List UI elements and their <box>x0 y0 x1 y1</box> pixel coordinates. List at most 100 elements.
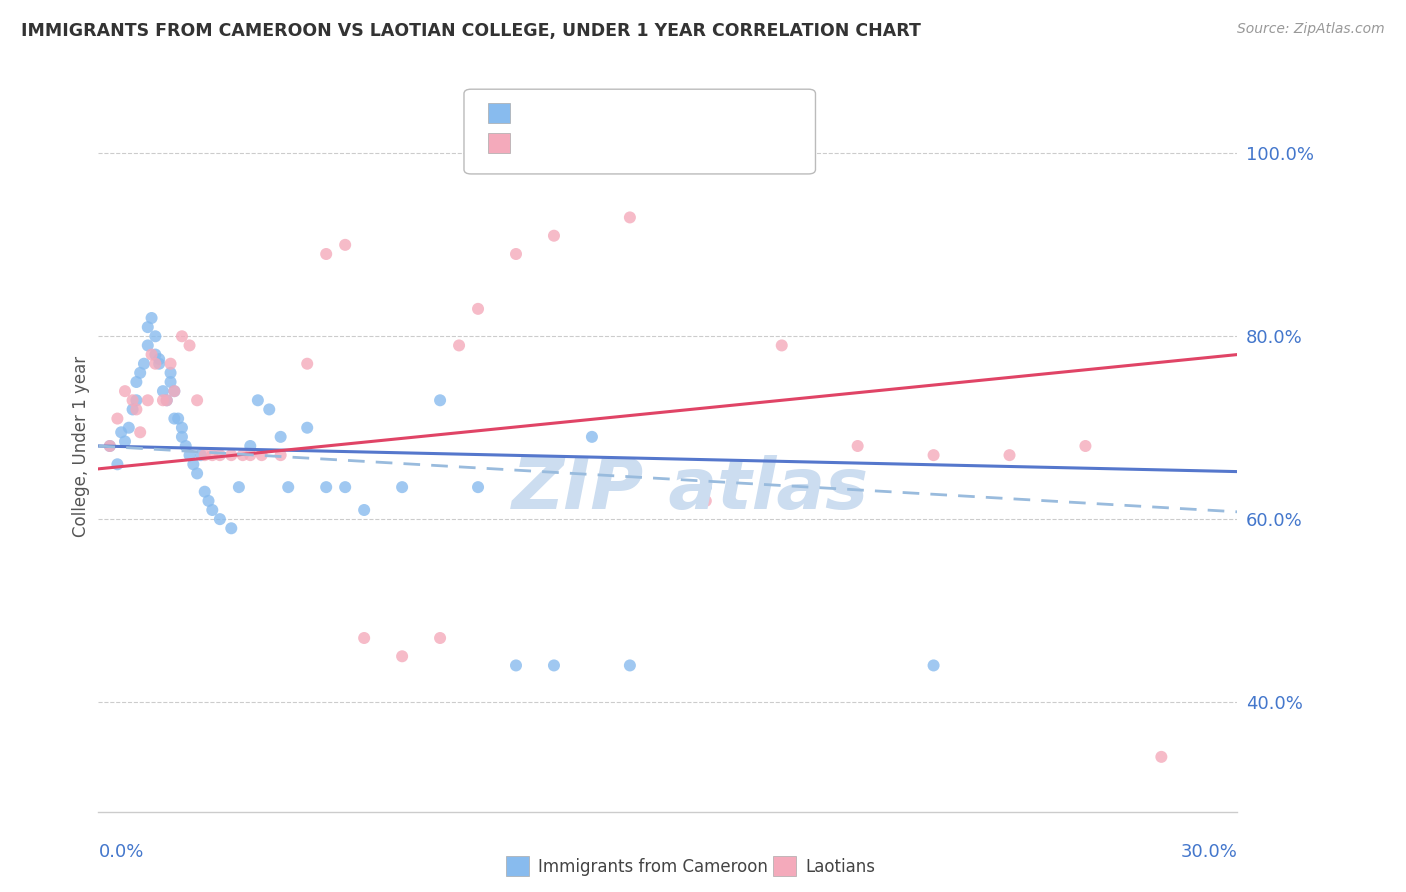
Point <box>239 439 262 453</box>
Point <box>129 366 152 380</box>
Point <box>145 329 167 343</box>
Point <box>297 421 319 435</box>
Point <box>297 357 319 371</box>
Point <box>141 311 163 326</box>
Point <box>335 237 357 252</box>
Text: R = -0.087   N = 59: R = -0.087 N = 59 <box>522 104 693 122</box>
Point <box>107 457 129 471</box>
Point <box>259 402 281 417</box>
Point <box>270 448 292 462</box>
Point <box>170 430 193 444</box>
Point <box>136 338 159 352</box>
Text: 30.0%: 30.0% <box>1181 843 1237 861</box>
Point <box>121 402 143 417</box>
Point <box>163 384 186 399</box>
Text: Laotians: Laotians <box>806 858 876 876</box>
Point <box>159 366 181 380</box>
Point <box>186 393 208 408</box>
Point <box>152 384 174 399</box>
Point <box>505 247 527 261</box>
Point <box>156 393 179 408</box>
Point <box>1150 749 1173 764</box>
Text: Source: ZipAtlas.com: Source: ZipAtlas.com <box>1237 22 1385 37</box>
Point <box>998 448 1021 462</box>
Point <box>125 375 148 389</box>
Point <box>125 393 148 408</box>
Text: R =   0.153   N = 46: R = 0.153 N = 46 <box>522 134 697 152</box>
Point <box>194 448 217 462</box>
Point <box>170 421 193 435</box>
Point <box>179 338 201 352</box>
Point <box>156 393 179 408</box>
Point <box>922 658 945 673</box>
Point <box>335 480 357 494</box>
Point <box>232 448 254 462</box>
Point <box>201 448 224 462</box>
Point <box>467 301 489 316</box>
Point <box>391 649 413 664</box>
Point <box>277 480 299 494</box>
Point <box>505 658 527 673</box>
Point <box>148 357 170 371</box>
Point <box>619 658 641 673</box>
Point <box>98 439 121 453</box>
Point <box>190 448 212 462</box>
Point <box>107 411 129 425</box>
Point <box>250 448 273 462</box>
Point <box>449 338 471 352</box>
Point <box>619 211 641 225</box>
Point <box>429 631 451 645</box>
Point <box>167 411 190 425</box>
Text: 0.0%: 0.0% <box>98 843 143 861</box>
Point <box>228 480 250 494</box>
Point <box>125 402 148 417</box>
Point <box>315 247 337 261</box>
Point <box>208 448 231 462</box>
Point <box>159 375 181 389</box>
Point <box>159 357 181 371</box>
Point <box>129 425 152 440</box>
Point <box>221 448 243 462</box>
Point <box>239 448 262 462</box>
Point <box>1074 439 1097 453</box>
Point <box>543 228 565 243</box>
Point <box>922 448 945 462</box>
Point <box>114 384 136 399</box>
Point <box>270 430 292 444</box>
Point <box>315 480 337 494</box>
Point <box>183 457 205 471</box>
Point <box>114 434 136 449</box>
Point <box>179 448 201 462</box>
Point <box>581 430 603 444</box>
Point <box>98 439 121 453</box>
Y-axis label: College, Under 1 year: College, Under 1 year <box>72 355 90 537</box>
Point <box>201 503 224 517</box>
Point <box>467 480 489 494</box>
Point <box>121 393 143 408</box>
Point <box>110 425 132 440</box>
Text: IMMIGRANTS FROM CAMEROON VS LAOTIAN COLLEGE, UNDER 1 YEAR CORRELATION CHART: IMMIGRANTS FROM CAMEROON VS LAOTIAN COLL… <box>21 22 921 40</box>
Point <box>174 439 197 453</box>
Point <box>186 467 208 481</box>
Point <box>221 521 243 535</box>
Text: ZIP atlas: ZIP atlas <box>512 456 869 524</box>
Point <box>429 393 451 408</box>
Point <box>145 357 167 371</box>
Point <box>246 393 269 408</box>
Point <box>353 503 375 517</box>
Point <box>145 347 167 362</box>
Point <box>846 439 869 453</box>
Point <box>695 480 717 494</box>
Point <box>136 393 159 408</box>
Point <box>136 320 159 334</box>
Point <box>770 338 793 352</box>
Point <box>197 494 219 508</box>
Point <box>695 494 717 508</box>
Point <box>132 357 155 371</box>
Point <box>163 384 186 399</box>
Point <box>170 329 193 343</box>
Point <box>391 480 413 494</box>
Text: Immigrants from Cameroon: Immigrants from Cameroon <box>538 858 768 876</box>
Point <box>152 393 174 408</box>
Point <box>543 658 565 673</box>
